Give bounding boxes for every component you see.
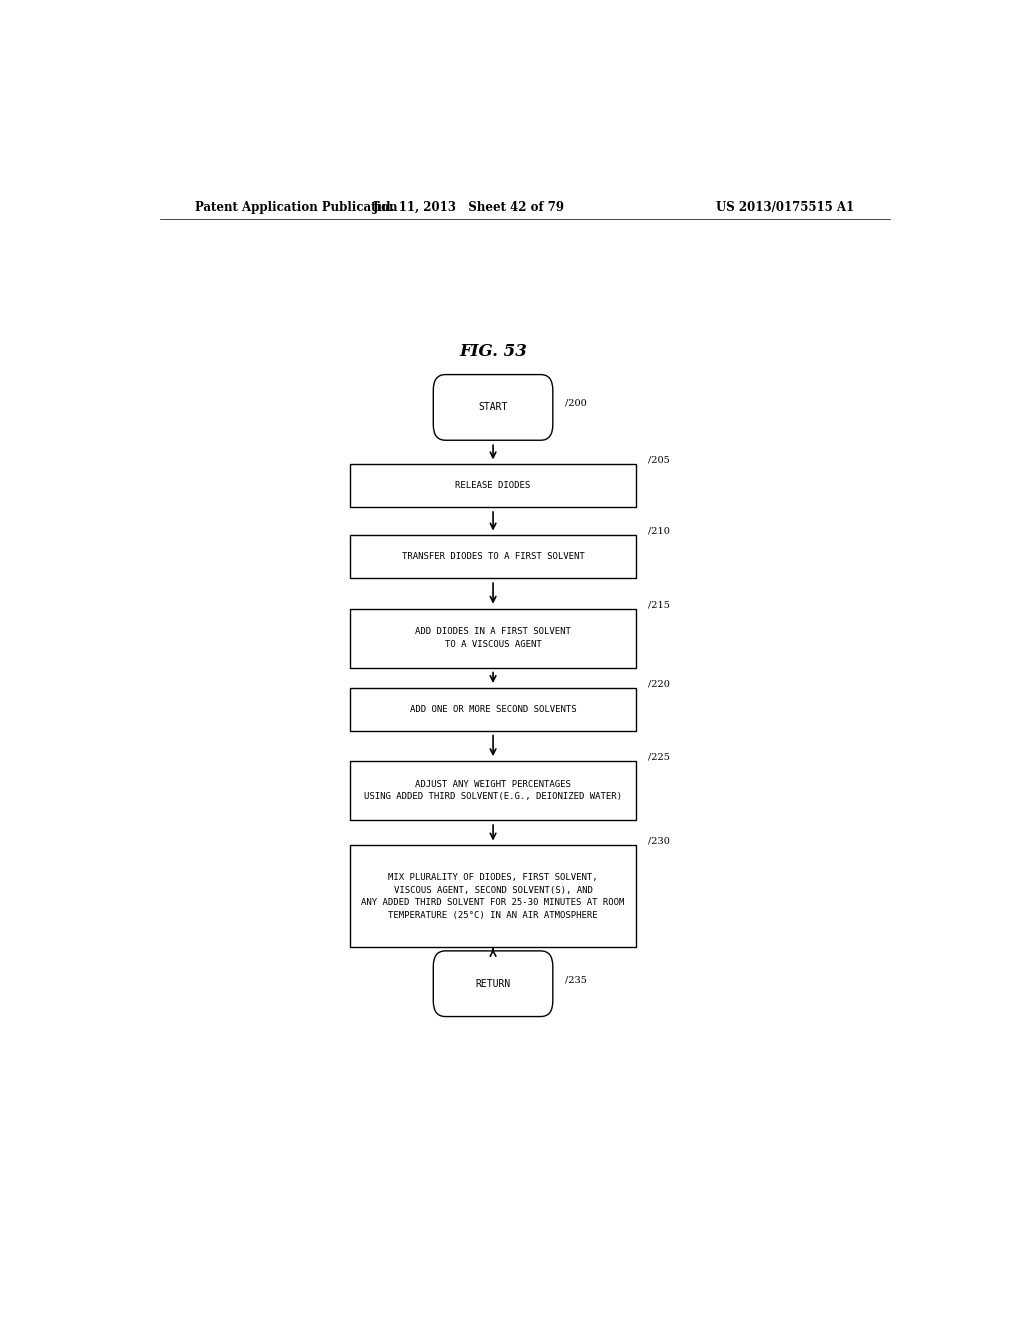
Text: /225: /225 (648, 752, 670, 762)
Text: /220: /220 (648, 680, 670, 688)
FancyBboxPatch shape (433, 375, 553, 441)
Text: RETURN: RETURN (475, 978, 511, 989)
Text: /215: /215 (648, 601, 670, 609)
Text: ADJUST ANY WEIGHT PERCENTAGES
USING ADDED THIRD SOLVENT(E.G., DEIONIZED WATER): ADJUST ANY WEIGHT PERCENTAGES USING ADDE… (365, 780, 622, 801)
FancyBboxPatch shape (350, 688, 636, 731)
Text: FIG. 53: FIG. 53 (459, 343, 527, 360)
Text: /210: /210 (648, 527, 670, 536)
Text: ADD DIODES IN A FIRST SOLVENT
TO A VISCOUS AGENT: ADD DIODES IN A FIRST SOLVENT TO A VISCO… (415, 627, 571, 649)
Text: US 2013/0175515 A1: US 2013/0175515 A1 (716, 201, 854, 214)
FancyBboxPatch shape (350, 609, 636, 668)
Text: TRANSFER DIODES TO A FIRST SOLVENT: TRANSFER DIODES TO A FIRST SOLVENT (401, 552, 585, 561)
Text: /200: /200 (564, 399, 587, 408)
Text: /205: /205 (648, 455, 670, 465)
FancyBboxPatch shape (350, 465, 636, 507)
FancyBboxPatch shape (350, 846, 636, 948)
Text: Patent Application Publication: Patent Application Publication (196, 201, 398, 214)
FancyBboxPatch shape (433, 950, 553, 1016)
Text: RELEASE DIODES: RELEASE DIODES (456, 482, 530, 490)
Text: Jul. 11, 2013   Sheet 42 of 79: Jul. 11, 2013 Sheet 42 of 79 (373, 201, 565, 214)
Text: START: START (478, 403, 508, 412)
Text: /235: /235 (564, 975, 587, 985)
Text: ADD ONE OR MORE SECOND SOLVENTS: ADD ONE OR MORE SECOND SOLVENTS (410, 705, 577, 714)
Text: /230: /230 (648, 837, 670, 846)
FancyBboxPatch shape (350, 762, 636, 820)
Text: MIX PLURALITY OF DIODES, FIRST SOLVENT,
VISCOUS AGENT, SECOND SOLVENT(S), AND
AN: MIX PLURALITY OF DIODES, FIRST SOLVENT, … (361, 873, 625, 920)
FancyBboxPatch shape (350, 536, 636, 578)
